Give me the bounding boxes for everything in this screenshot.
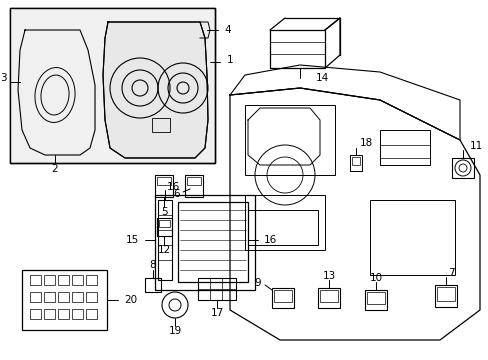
Bar bbox=[10, 8, 215, 163]
Bar bbox=[434, 285, 456, 307]
Bar bbox=[159, 220, 170, 227]
Bar bbox=[72, 309, 83, 319]
Bar bbox=[244, 195, 325, 250]
Bar bbox=[157, 218, 172, 236]
Bar bbox=[44, 292, 55, 302]
Bar bbox=[158, 200, 172, 280]
Bar bbox=[152, 118, 170, 132]
Bar bbox=[184, 175, 203, 197]
Text: 6: 6 bbox=[173, 189, 180, 199]
Bar bbox=[317, 288, 339, 308]
Text: 16: 16 bbox=[264, 235, 277, 245]
Text: 11: 11 bbox=[469, 141, 482, 151]
Text: 18: 18 bbox=[359, 138, 372, 148]
Text: 5: 5 bbox=[161, 207, 167, 217]
Bar bbox=[271, 288, 293, 308]
Text: 4: 4 bbox=[224, 25, 230, 35]
Text: 19: 19 bbox=[168, 326, 181, 336]
Bar bbox=[11, 9, 214, 162]
Bar bbox=[58, 292, 69, 302]
Bar bbox=[86, 309, 97, 319]
Bar bbox=[273, 290, 291, 302]
Bar bbox=[366, 292, 384, 304]
Bar bbox=[44, 309, 55, 319]
Text: 2: 2 bbox=[52, 164, 58, 174]
Bar bbox=[364, 290, 386, 310]
Bar bbox=[58, 309, 69, 319]
Bar bbox=[155, 175, 173, 197]
Bar bbox=[44, 275, 55, 285]
Bar bbox=[10, 8, 215, 163]
Text: 12: 12 bbox=[157, 245, 170, 255]
Bar bbox=[247, 210, 317, 245]
Bar bbox=[155, 195, 254, 290]
Bar bbox=[349, 155, 361, 171]
Bar bbox=[86, 292, 97, 302]
Bar bbox=[30, 309, 41, 319]
Bar bbox=[30, 292, 41, 302]
Bar bbox=[145, 278, 161, 292]
Bar bbox=[436, 287, 454, 301]
Bar bbox=[30, 275, 41, 285]
Bar bbox=[451, 158, 473, 178]
Bar bbox=[58, 275, 69, 285]
Text: 8: 8 bbox=[149, 260, 156, 270]
Text: 17: 17 bbox=[210, 308, 223, 318]
Text: 15: 15 bbox=[125, 235, 139, 245]
Bar bbox=[186, 177, 201, 185]
Text: 10: 10 bbox=[369, 273, 382, 283]
Text: 13: 13 bbox=[322, 271, 335, 281]
Bar bbox=[369, 200, 454, 275]
Bar bbox=[269, 30, 325, 68]
Bar bbox=[198, 278, 236, 300]
Text: 7: 7 bbox=[447, 268, 454, 278]
Bar bbox=[72, 292, 83, 302]
Bar bbox=[178, 202, 247, 282]
Bar bbox=[351, 157, 359, 165]
Bar bbox=[319, 290, 337, 302]
Bar bbox=[157, 177, 171, 185]
Text: 3: 3 bbox=[0, 73, 7, 83]
Text: 20: 20 bbox=[124, 295, 137, 305]
Polygon shape bbox=[103, 22, 207, 158]
Text: 16: 16 bbox=[166, 182, 179, 192]
Bar bbox=[22, 270, 107, 330]
Bar bbox=[244, 105, 334, 175]
Text: 14: 14 bbox=[315, 73, 328, 83]
Bar bbox=[72, 275, 83, 285]
Text: 1: 1 bbox=[226, 55, 233, 65]
Text: 9: 9 bbox=[254, 278, 261, 288]
Bar bbox=[86, 275, 97, 285]
